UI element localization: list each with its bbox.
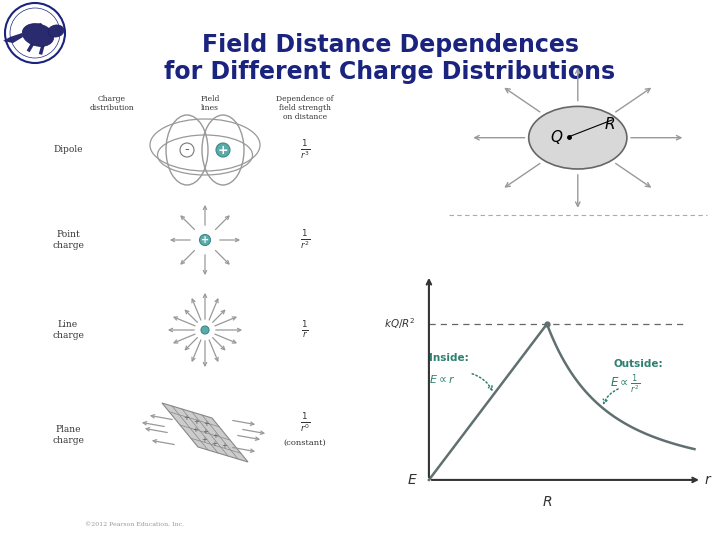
Text: Inside:: Inside: <box>429 353 469 363</box>
Circle shape <box>216 143 230 157</box>
Text: +: + <box>211 441 217 447</box>
Text: -: - <box>184 143 189 157</box>
Text: +: + <box>221 443 227 449</box>
Text: Outside:: Outside: <box>613 359 663 369</box>
Text: Plane
charge: Plane charge <box>52 426 84 445</box>
Circle shape <box>199 234 210 246</box>
Text: +: + <box>203 422 209 428</box>
Circle shape <box>180 143 194 157</box>
Text: +: + <box>201 235 209 245</box>
Text: +: + <box>183 415 189 422</box>
Ellipse shape <box>22 24 54 46</box>
Text: $E\propto r$: $E\propto r$ <box>429 373 455 385</box>
Text: +: + <box>192 427 198 433</box>
Text: $\mathit{R}$: $\mathit{R}$ <box>604 116 616 132</box>
Text: Dipole: Dipole <box>53 145 83 154</box>
Ellipse shape <box>528 106 627 169</box>
Text: Line
charge: Line charge <box>52 320 84 340</box>
Text: +: + <box>212 433 218 438</box>
Text: (constant): (constant) <box>284 439 326 447</box>
Text: Dependence of
field strength
on distance: Dependence of field strength on distance <box>276 95 334 122</box>
Text: ©2012 Pearson Education, Inc.: ©2012 Pearson Education, Inc. <box>85 523 184 528</box>
Text: $\frac{1}{r^0}$: $\frac{1}{r^0}$ <box>300 411 310 435</box>
Text: Field
lines: Field lines <box>200 95 220 112</box>
Text: $E$: $E$ <box>407 473 418 487</box>
Polygon shape <box>162 403 248 462</box>
Text: $Q$: $Q$ <box>549 128 563 146</box>
Text: $r$: $r$ <box>703 473 712 487</box>
Text: +: + <box>193 418 199 424</box>
Text: for Different Charge Distributions: for Different Charge Distributions <box>164 60 616 84</box>
Text: $E\propto\frac{1}{r^2}$: $E\propto\frac{1}{r^2}$ <box>610 373 640 396</box>
Text: $R$: $R$ <box>541 495 552 509</box>
Text: +: + <box>217 144 228 157</box>
Text: +: + <box>202 429 208 435</box>
Text: $\frac{1}{r}$: $\frac{1}{r}$ <box>301 319 309 341</box>
Ellipse shape <box>48 25 64 37</box>
Text: $kQ/R^2$: $kQ/R^2$ <box>384 316 415 332</box>
Text: +: + <box>201 437 207 443</box>
Text: $\frac{1}{r^3}$: $\frac{1}{r^3}$ <box>300 138 310 161</box>
Polygon shape <box>3 33 23 43</box>
Text: $\frac{1}{r^2}$: $\frac{1}{r^2}$ <box>300 228 310 252</box>
Text: Field Distance Dependences: Field Distance Dependences <box>202 33 578 57</box>
Circle shape <box>201 326 209 334</box>
Text: Charge
distribution: Charge distribution <box>89 95 135 112</box>
Text: Point
charge: Point charge <box>52 230 84 249</box>
